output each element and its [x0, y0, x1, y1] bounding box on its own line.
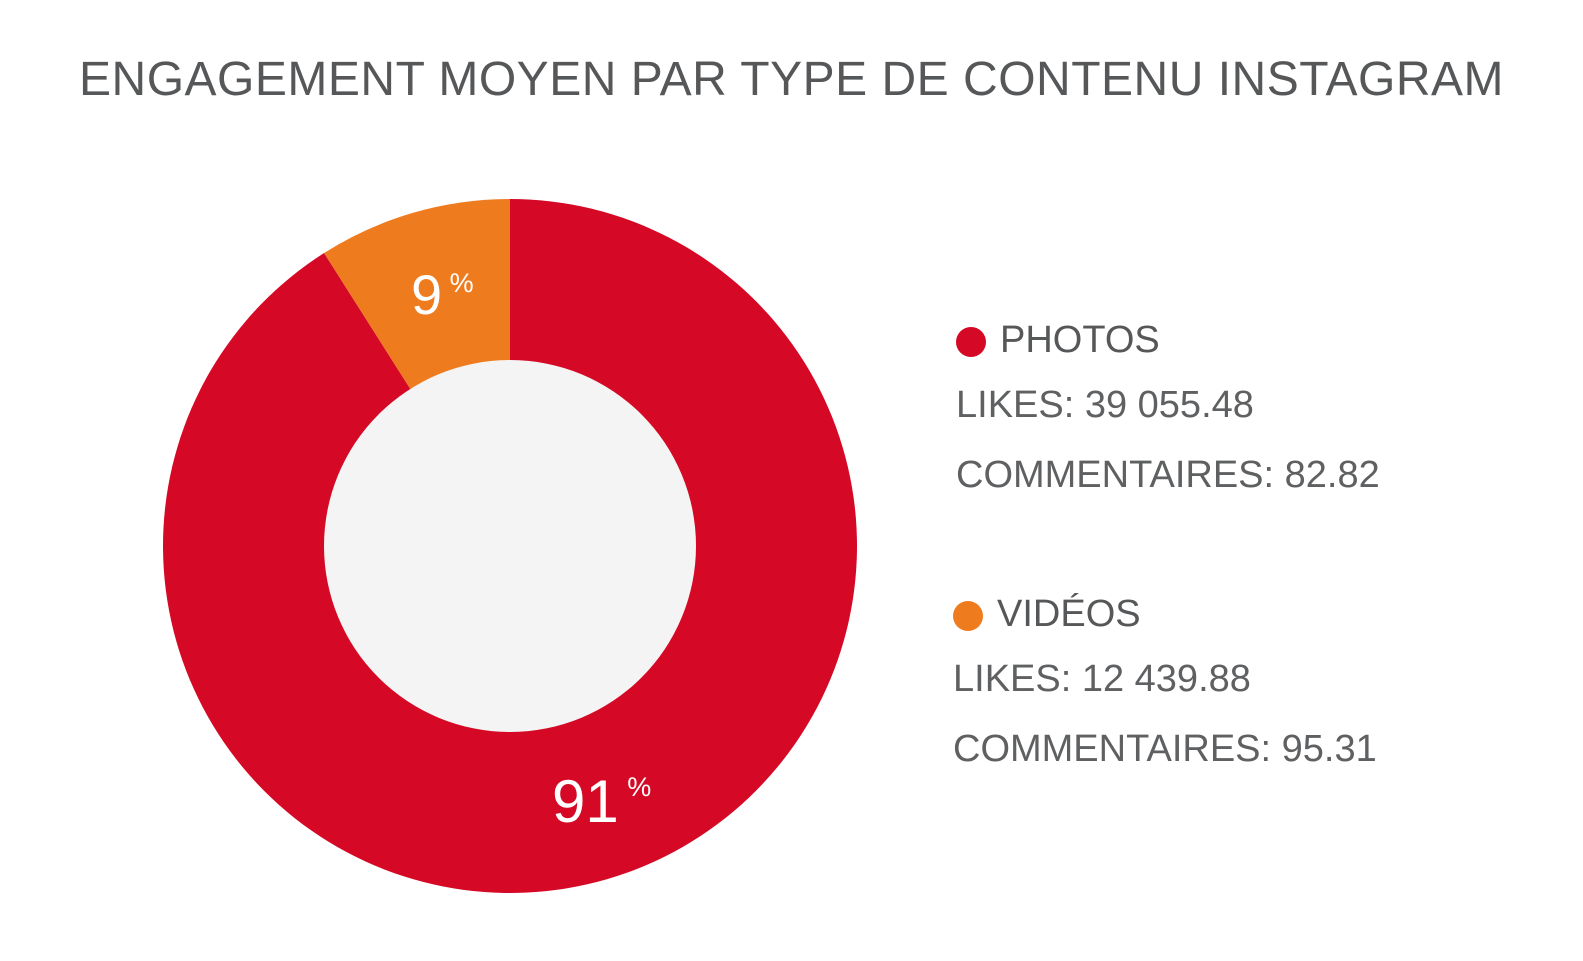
legend-photos-header: PHOTOS — [956, 310, 1380, 370]
legend-photos-name: PHOTOS — [1000, 319, 1160, 361]
legend-videos-comments: COMMENTAIRES: 95.31 — [953, 728, 1377, 770]
legend-videos: VIDÉOS LIKES: 12 439.88 COMMENTAIRES: 95… — [953, 584, 1377, 774]
slice-label-photos-value: 91 — [552, 768, 619, 835]
legend-videos-name: VIDÉOS — [997, 593, 1141, 635]
slice-label-photos: 91 % — [552, 768, 651, 835]
slice-label-videos-unit: % — [450, 268, 474, 298]
legend-videos-dot — [953, 601, 983, 631]
slice-label-videos-value: 9 — [411, 263, 442, 326]
legend-photos-likes: LIKES: 39 055.48 — [956, 384, 1254, 426]
chart-title: ENGAGEMENT MOYEN PAR TYPE DE CONTENU INS… — [79, 53, 1504, 106]
legend-photos-dot — [956, 327, 986, 357]
slice-label-photos-unit: % — [627, 772, 651, 802]
donut-center-hole — [324, 360, 696, 732]
legend-videos-likes: LIKES: 12 439.88 — [953, 658, 1251, 700]
legend-videos-header: VIDÉOS — [953, 584, 1377, 644]
legend-photos: PHOTOS LIKES: 39 055.48 COMMENTAIRES: 82… — [956, 310, 1380, 500]
legend-photos-comments: COMMENTAIRES: 82.82 — [956, 454, 1380, 496]
slice-label-videos: 9 % — [411, 263, 474, 326]
